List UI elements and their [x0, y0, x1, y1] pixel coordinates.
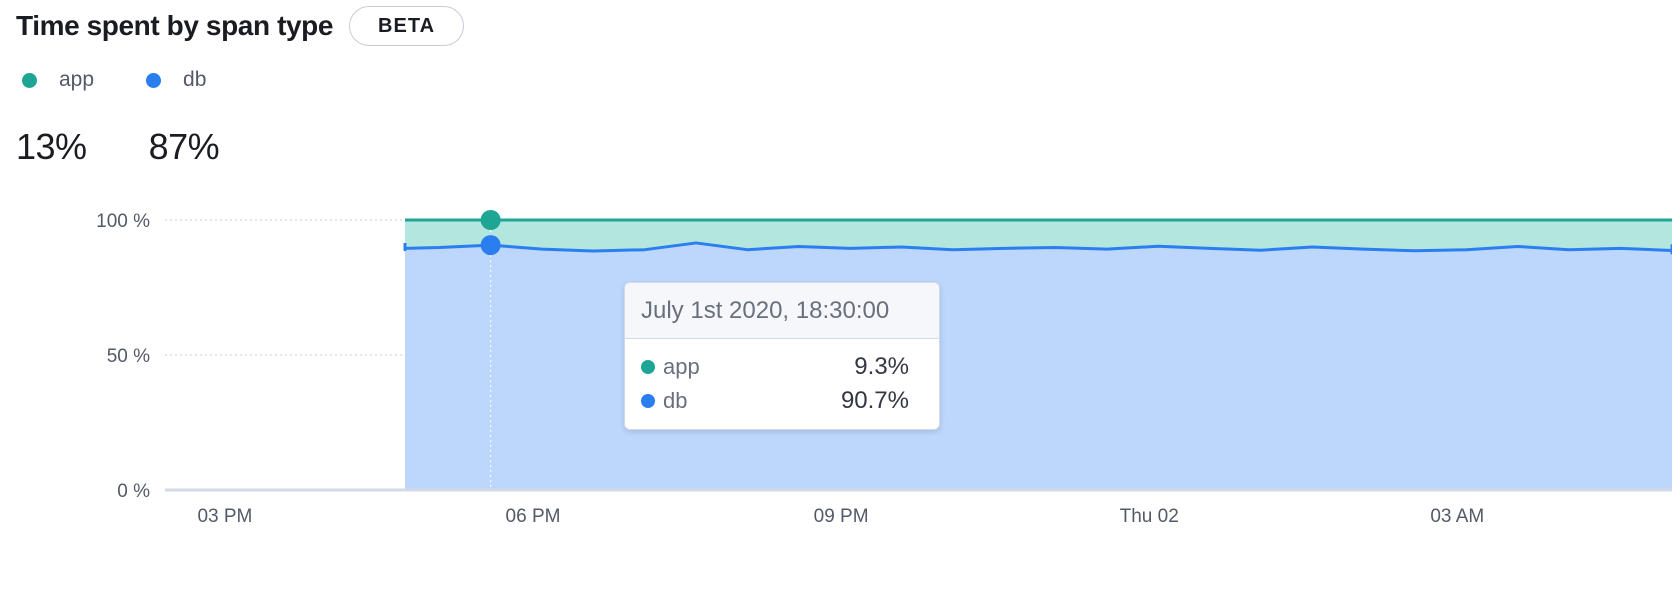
tooltip-series-name: db — [663, 388, 688, 413]
x-tick-label: 06 PM — [506, 506, 561, 527]
page-title: Time spent by span type — [16, 10, 334, 41]
x-tick-label: 09 PM — [814, 506, 869, 527]
series-dot-icon — [641, 360, 655, 374]
y-tick-label: 50 % — [107, 346, 150, 367]
legend-label: db — [183, 68, 207, 91]
tooltip-series-value: 9.3% — [854, 353, 909, 380]
share-stats: 13% 87% — [16, 126, 220, 168]
x-tick-label: 03 AM — [1430, 506, 1484, 527]
tooltip-title: July 1st 2020, 18:30:00 — [625, 283, 939, 339]
x-tick-label: Thu 02 — [1120, 506, 1179, 527]
x-tick-label: 03 PM — [197, 506, 252, 527]
chart-legend: app db — [22, 68, 206, 92]
series-dot-icon — [641, 394, 655, 408]
legend-dot-icon — [146, 72, 162, 88]
app-highlight-point — [480, 210, 501, 230]
app-area — [405, 220, 1672, 253]
panel-header: Time spent by span type BETA — [16, 0, 465, 52]
y-tick-label: 0 % — [117, 481, 150, 502]
db-series-line — [403, 241, 1672, 255]
tooltip-row-app: app 9.3% — [625, 350, 939, 384]
db-highlight-point — [480, 235, 501, 256]
legend-item-db[interactable]: db — [146, 68, 206, 92]
legend-dot-icon — [22, 72, 37, 88]
chart-tooltip: July 1st 2020, 18:30:00 app 9.3% db 90.7… — [624, 282, 940, 430]
db-share-value: 87% — [148, 126, 220, 167]
legend-item-app[interactable]: app — [22, 68, 94, 92]
beta-badge[interactable]: BETA — [349, 6, 465, 46]
app-share-value: 13% — [16, 126, 87, 167]
legend-label: app — [59, 68, 95, 91]
tooltip-series-name: app — [663, 354, 700, 379]
tooltip-row-db: db 90.7% — [625, 384, 939, 418]
db-area — [405, 242, 1672, 490]
y-tick-label: 100 % — [96, 211, 150, 232]
tooltip-series-value: 90.7% — [840, 387, 909, 414]
